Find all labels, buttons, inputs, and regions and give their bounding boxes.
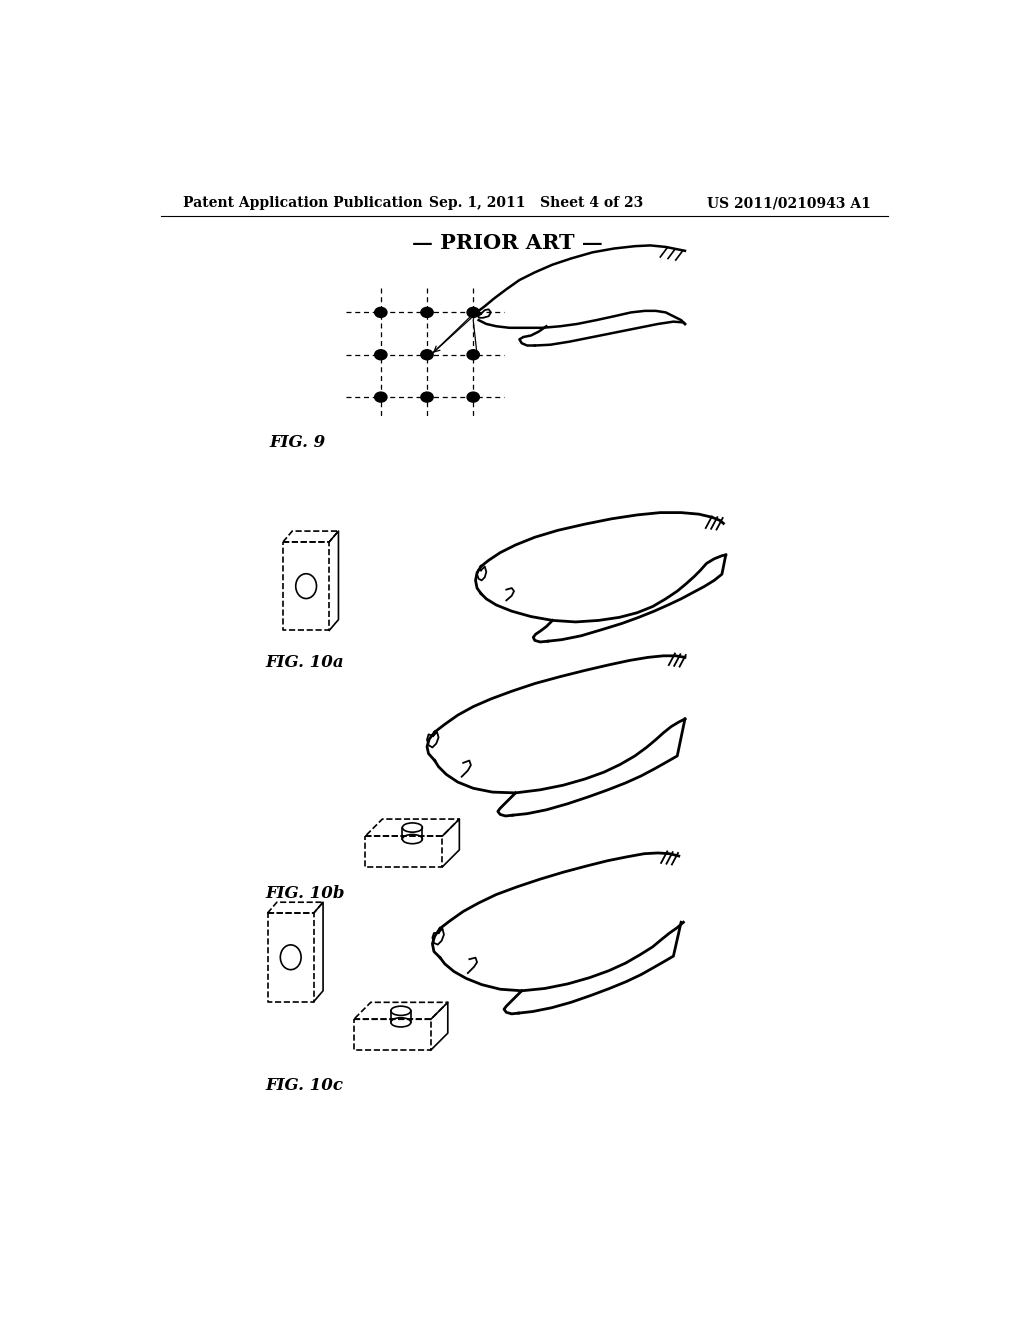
Text: FIG. 10c: FIG. 10c bbox=[265, 1077, 343, 1094]
Text: FIG. 10b: FIG. 10b bbox=[265, 884, 345, 902]
Ellipse shape bbox=[375, 308, 387, 317]
Text: FIG. 10a: FIG. 10a bbox=[265, 653, 344, 671]
Ellipse shape bbox=[467, 308, 479, 317]
Ellipse shape bbox=[375, 392, 387, 403]
Text: Patent Application Publication: Patent Application Publication bbox=[183, 197, 423, 210]
Text: — PRIOR ART —: — PRIOR ART — bbox=[413, 234, 603, 253]
Text: US 2011/0210943 A1: US 2011/0210943 A1 bbox=[707, 197, 870, 210]
Ellipse shape bbox=[421, 350, 433, 360]
Ellipse shape bbox=[467, 392, 479, 403]
Ellipse shape bbox=[467, 350, 479, 360]
Ellipse shape bbox=[375, 350, 387, 360]
Ellipse shape bbox=[421, 392, 433, 403]
Ellipse shape bbox=[421, 308, 433, 317]
Text: Sep. 1, 2011   Sheet 4 of 23: Sep. 1, 2011 Sheet 4 of 23 bbox=[429, 197, 643, 210]
Text: FIG. 9: FIG. 9 bbox=[269, 434, 326, 451]
